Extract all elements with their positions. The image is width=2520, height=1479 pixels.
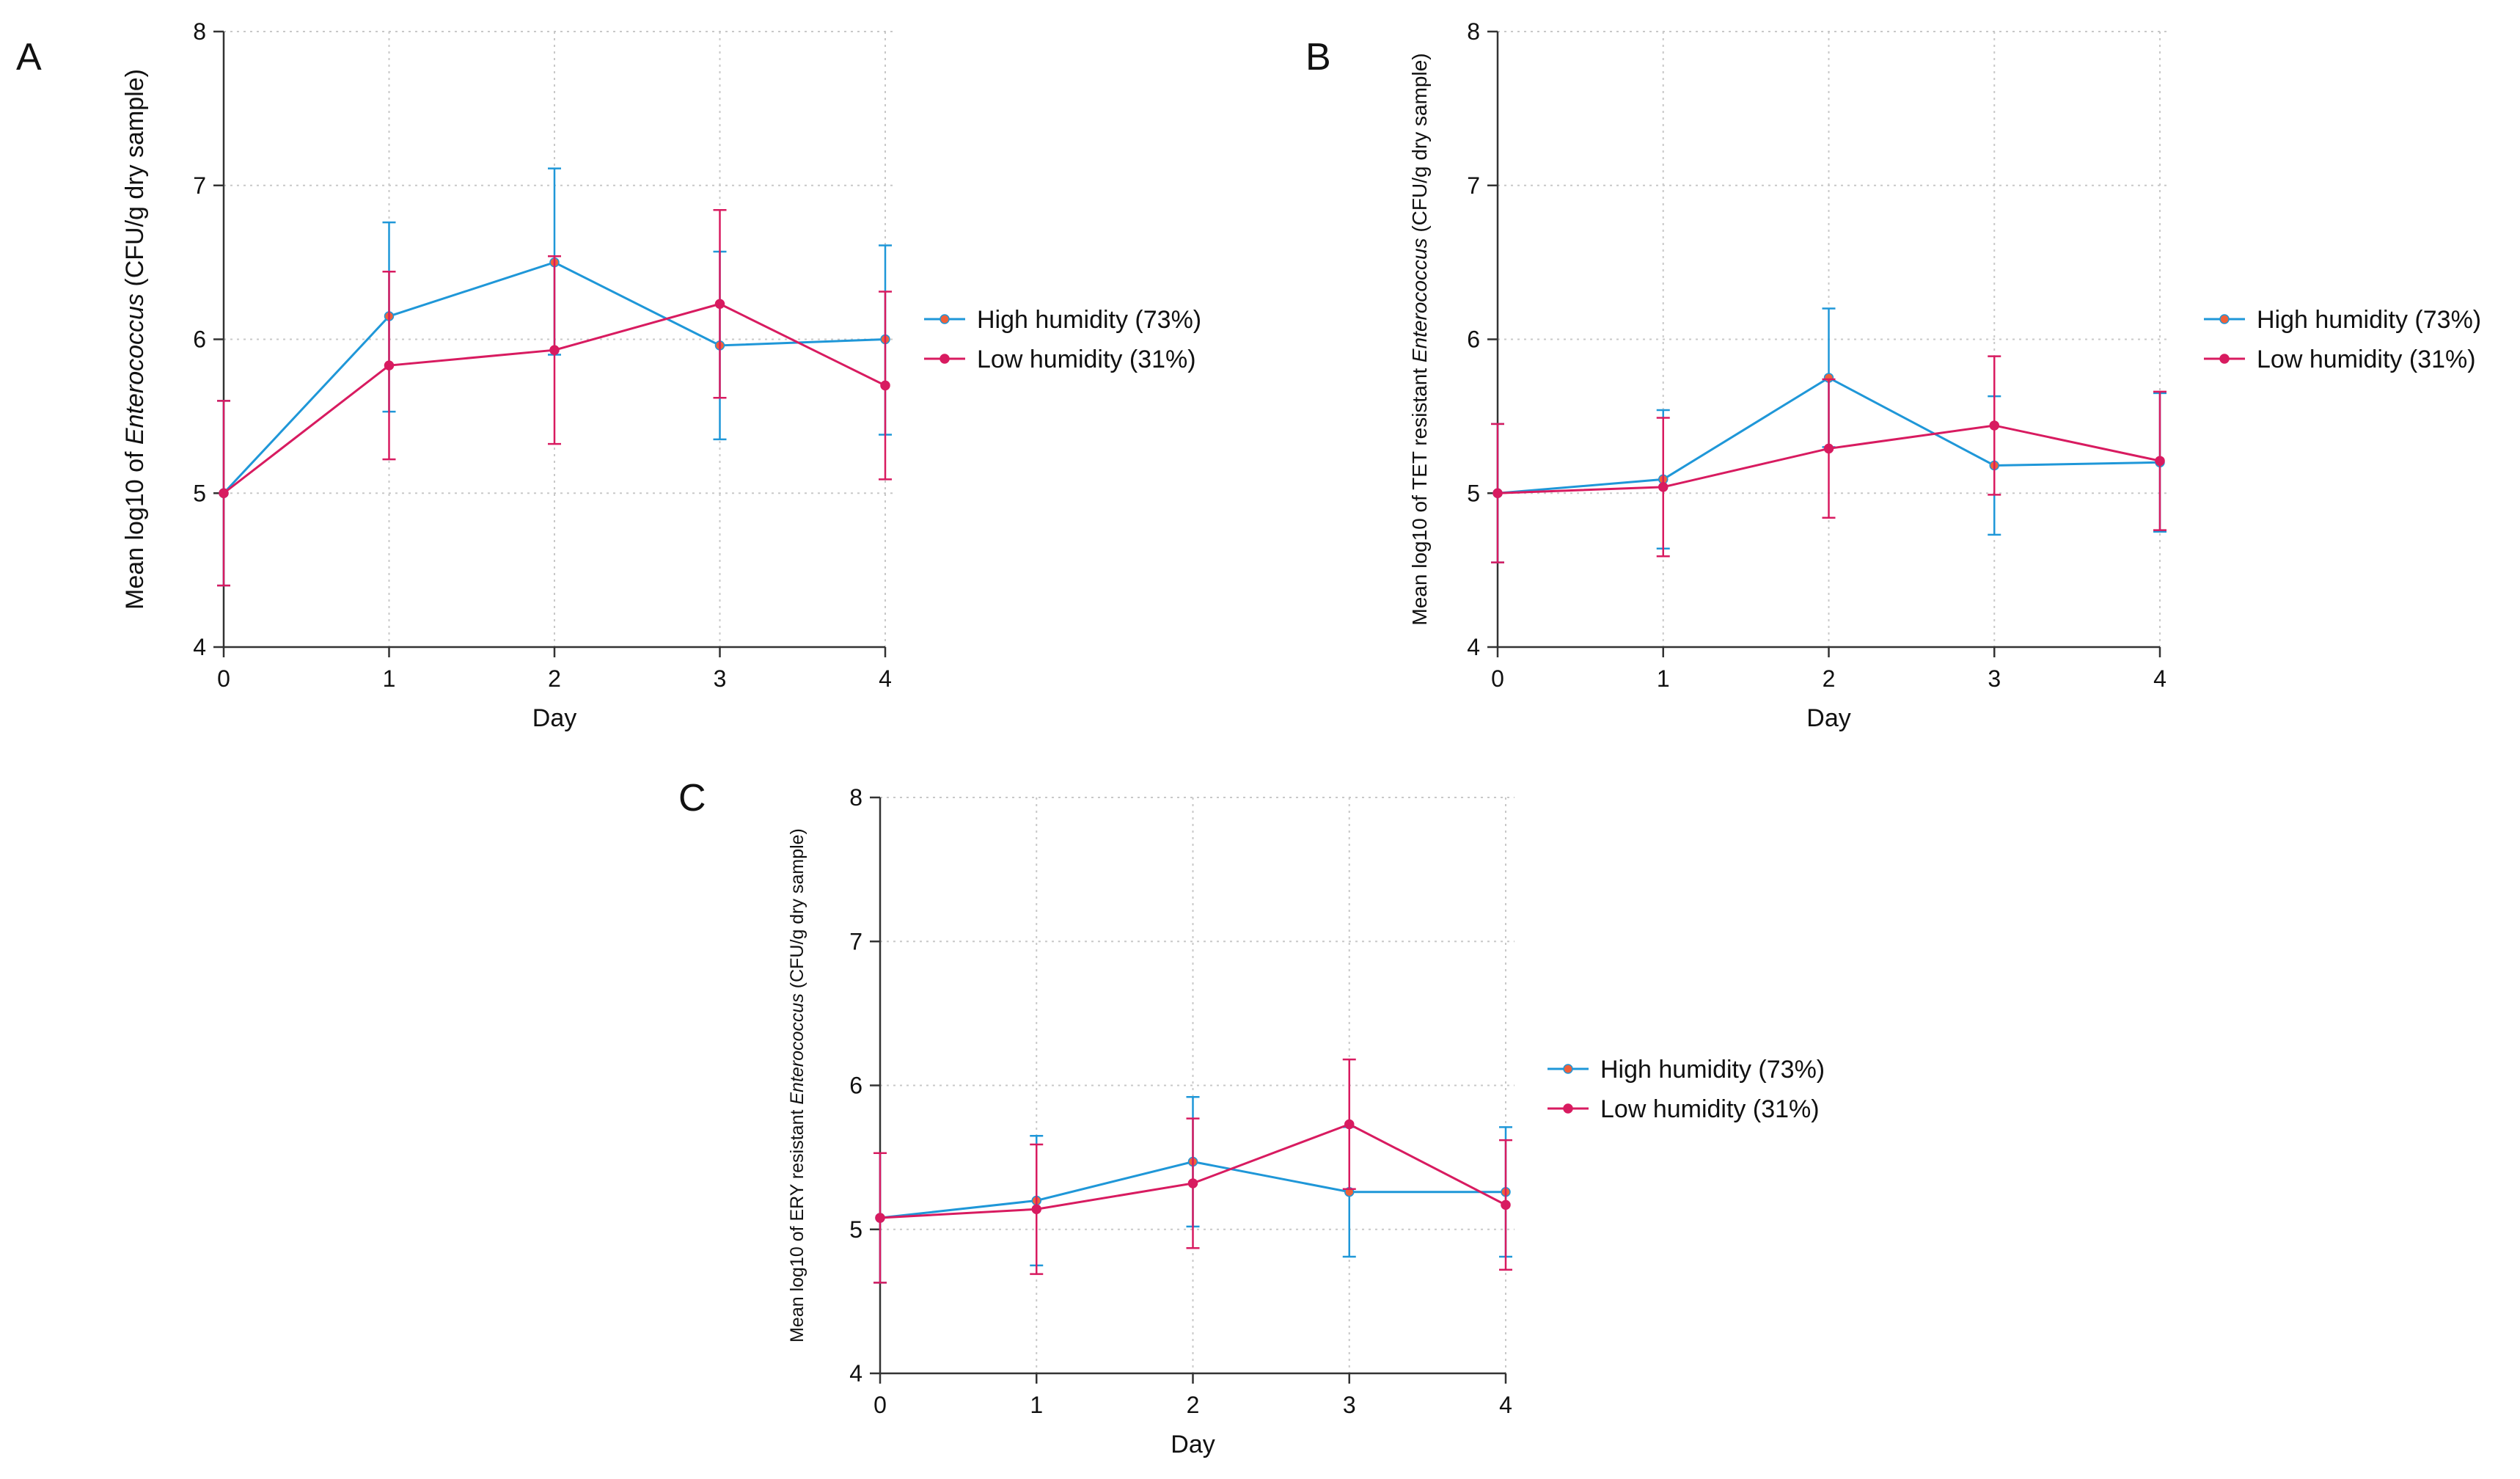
legend-label: Low humidity (31%) xyxy=(1600,1095,1820,1123)
y-tick-label: 4 xyxy=(849,1360,862,1387)
x-tick-label: 1 xyxy=(1657,665,1670,692)
y-tick-label: 5 xyxy=(193,480,206,506)
series-low xyxy=(873,1058,1512,1284)
y-tick-label: 4 xyxy=(1467,634,1480,660)
y-axis-title-part: (CFU/g dry sample) xyxy=(1408,53,1431,238)
x-tick-label: 3 xyxy=(714,665,727,692)
x-tick-label: 2 xyxy=(1187,1392,1200,1418)
legend-marker xyxy=(1563,1064,1573,1074)
y-axis-title: Mean log10 of TET resistant Enterococcus… xyxy=(1408,53,1431,625)
y-axis-title-part: Mean log10 of xyxy=(121,445,149,610)
data-point xyxy=(1031,1204,1041,1215)
y-axis-title-part: (CFU/g dry sample) xyxy=(121,69,149,293)
legend-label: High humidity (73%) xyxy=(977,306,1201,334)
legend-label: High humidity (73%) xyxy=(1600,1056,1825,1084)
y-tick-label: 7 xyxy=(849,928,862,954)
y-axis-title-part: Mean log10 of TET resistant xyxy=(1408,362,1431,626)
panel-b: B 4 5 6 7 8 0 1 2 3 4 Day Mean log10 of TET resistan… xyxy=(1305,18,2481,732)
x-tick-label: 0 xyxy=(873,1392,887,1418)
data-point xyxy=(714,299,725,310)
data-point xyxy=(2155,456,2165,466)
x-tick-label: 2 xyxy=(1823,665,1836,692)
legend-marker xyxy=(939,354,950,364)
y-axis-title-part: Mean log10 of ERY resistant xyxy=(787,1105,807,1343)
y-tick-label: 6 xyxy=(1467,326,1480,353)
legend-marker xyxy=(939,314,950,324)
x-axis-title: Day xyxy=(532,704,576,732)
x-tick-label: 3 xyxy=(1988,665,2001,692)
x-tick-label: 0 xyxy=(217,665,230,692)
data-point xyxy=(1823,443,1834,454)
series-low xyxy=(1491,355,2166,563)
data-point xyxy=(1344,1119,1355,1130)
data-point xyxy=(1501,1199,1511,1210)
data-point xyxy=(219,488,229,498)
data-point xyxy=(1492,488,1503,498)
legend-label: Low humidity (31%) xyxy=(2257,346,2476,373)
x-tick-label: 1 xyxy=(383,665,396,692)
y-axis-title-part: (CFU/g dry sample) xyxy=(787,828,807,993)
y-tick-label: 6 xyxy=(849,1073,862,1099)
y-axis-title-part: Enterococcus xyxy=(1408,238,1431,362)
panel-c: C 4 5 6 7 8 0 1 2 3 4 Day Mean log10 of ERY resistan… xyxy=(678,777,1825,1458)
y-tick-label: 6 xyxy=(193,326,206,353)
x-axis-title: Day xyxy=(1171,1431,1215,1458)
y-tick-label: 5 xyxy=(1467,480,1480,506)
y-tick-label: 8 xyxy=(193,18,206,45)
legend-marker xyxy=(2219,354,2230,364)
y-axis-title: Mean log10 of Enterococcus (CFU/g dry sa… xyxy=(121,69,149,610)
y-tick-label: 4 xyxy=(193,634,206,660)
panel-letter: B xyxy=(1305,36,1331,78)
legend-label: High humidity (73%) xyxy=(2257,306,2481,334)
panel-a: A 4 5 6 7 8 0 1 2 3 4 Day Mean log10 of Enterococcus… xyxy=(16,18,1201,732)
panel-letter: C xyxy=(678,777,706,819)
data-point xyxy=(384,360,395,370)
data-point xyxy=(875,1213,885,1223)
y-axis-title-part: Enterococcus xyxy=(787,993,807,1104)
y-tick-label: 7 xyxy=(1467,172,1480,199)
x-tick-label: 4 xyxy=(879,665,892,692)
y-tick-label: 5 xyxy=(849,1216,862,1243)
x-tick-label: 2 xyxy=(548,665,561,692)
panel-letter: A xyxy=(16,36,42,78)
data-point xyxy=(880,380,890,391)
legend-label: Low humidity (31%) xyxy=(977,346,1196,373)
y-axis-title: Mean log10 of ERY resistant Enterococcus… xyxy=(787,828,807,1343)
x-tick-label: 3 xyxy=(1343,1392,1356,1418)
x-tick-label: 4 xyxy=(2153,665,2166,692)
data-point xyxy=(1658,482,1669,492)
y-tick-label: 7 xyxy=(193,172,206,199)
data-point xyxy=(1989,420,1999,431)
data-point xyxy=(1187,1178,1198,1188)
y-tick-label: 8 xyxy=(1467,18,1480,45)
x-tick-label: 1 xyxy=(1030,1392,1043,1418)
data-point xyxy=(549,345,560,355)
y-axis-title-part: Enterococcus xyxy=(121,293,149,445)
series-low xyxy=(217,209,892,587)
legend-marker xyxy=(1563,1103,1573,1114)
x-tick-label: 4 xyxy=(1499,1392,1512,1418)
legend-marker xyxy=(2219,314,2230,324)
x-axis-title: Day xyxy=(1806,704,1850,732)
y-tick-label: 8 xyxy=(849,784,862,811)
x-tick-label: 0 xyxy=(1491,665,1504,692)
